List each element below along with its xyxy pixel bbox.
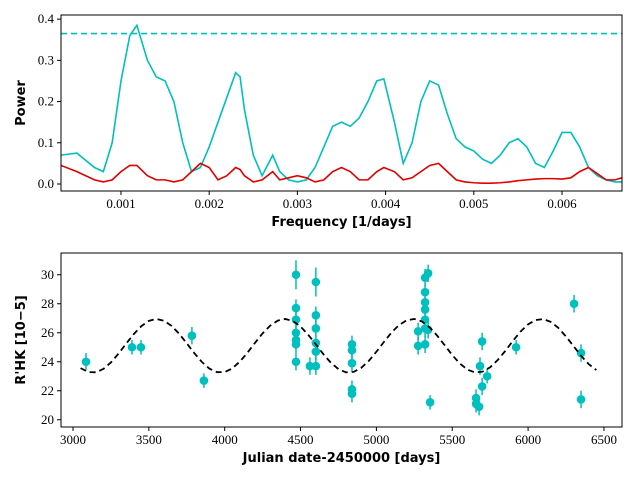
data-point [477, 337, 487, 346]
data-point [420, 340, 430, 349]
data-point [511, 342, 521, 352]
y-tick-label: 20 [41, 412, 54, 427]
data-point [291, 340, 301, 349]
x-tick-label: 4500 [288, 432, 314, 447]
x-tick-label: 5500 [439, 432, 465, 447]
plot-area [61, 23, 622, 184]
power-line [61, 162, 622, 184]
power-line [61, 23, 622, 183]
data-point [187, 331, 197, 340]
data-point [311, 347, 321, 356]
x-tick-label: 0.004 [371, 196, 401, 211]
data-point [81, 357, 91, 367]
data-point [347, 345, 357, 355]
data-point [413, 327, 423, 336]
data-point [482, 371, 492, 381]
x-tick-label: 0.002 [195, 196, 224, 211]
x-tick-label: 3500 [136, 432, 162, 447]
data-point [576, 348, 586, 358]
data-point [423, 269, 433, 278]
data-point [305, 361, 315, 371]
data-point [576, 395, 586, 404]
x-tick-label: 0.001 [106, 196, 135, 211]
data-point [347, 358, 357, 368]
y-tick-label: 22 [41, 383, 54, 398]
x-tick-label: 0.006 [547, 196, 577, 211]
plot-area [80, 260, 597, 416]
x-tick-label: 3000 [60, 432, 86, 447]
data-point [420, 287, 430, 297]
y-tick-label: 30 [41, 267, 54, 282]
data-point [311, 324, 321, 333]
data-point [291, 357, 301, 367]
data-point [311, 361, 321, 371]
axes-frame [60, 14, 623, 192]
data-point [127, 342, 137, 352]
data-point [475, 361, 485, 371]
x-tick-label: 6500 [591, 432, 617, 447]
data-point [291, 270, 301, 280]
data-point [413, 341, 423, 351]
x-tick-label: 0.005 [459, 196, 488, 211]
axes-frame [60, 252, 623, 428]
x-tick-label: 4000 [212, 432, 238, 447]
data-point [425, 398, 435, 407]
y-tick-label: 0.1 [38, 135, 54, 150]
y-tick-label: 0.3 [38, 52, 54, 67]
data-point [311, 311, 321, 320]
data-point [420, 305, 430, 314]
y-axis-label: R'HK [10−5] [14, 295, 29, 384]
x-tick-label: 6000 [515, 432, 541, 447]
data-point [136, 342, 146, 352]
y-tick-label: 0.2 [38, 94, 54, 109]
x-tick-label: 5000 [363, 432, 389, 447]
data-point [569, 299, 579, 309]
y-tick-label: 0.0 [38, 176, 54, 191]
y-tick-label: 26 [41, 325, 55, 340]
data-point [477, 382, 487, 391]
data-point [291, 303, 301, 313]
x-tick-label: 0.003 [283, 196, 312, 211]
x-axis-label: Julian date-2450000 [days] [242, 451, 441, 466]
y-tick-label: 0.4 [38, 11, 55, 26]
y-axis-label: Power [14, 80, 29, 126]
fit-line [80, 318, 597, 374]
data-point [199, 376, 209, 385]
y-tick-label: 28 [41, 296, 54, 311]
y-tick-label: 24 [41, 354, 55, 369]
data-point [311, 277, 321, 287]
data-point [347, 389, 357, 398]
x-axis-label: Frequency [1/days] [271, 215, 411, 230]
data-point [474, 402, 484, 412]
